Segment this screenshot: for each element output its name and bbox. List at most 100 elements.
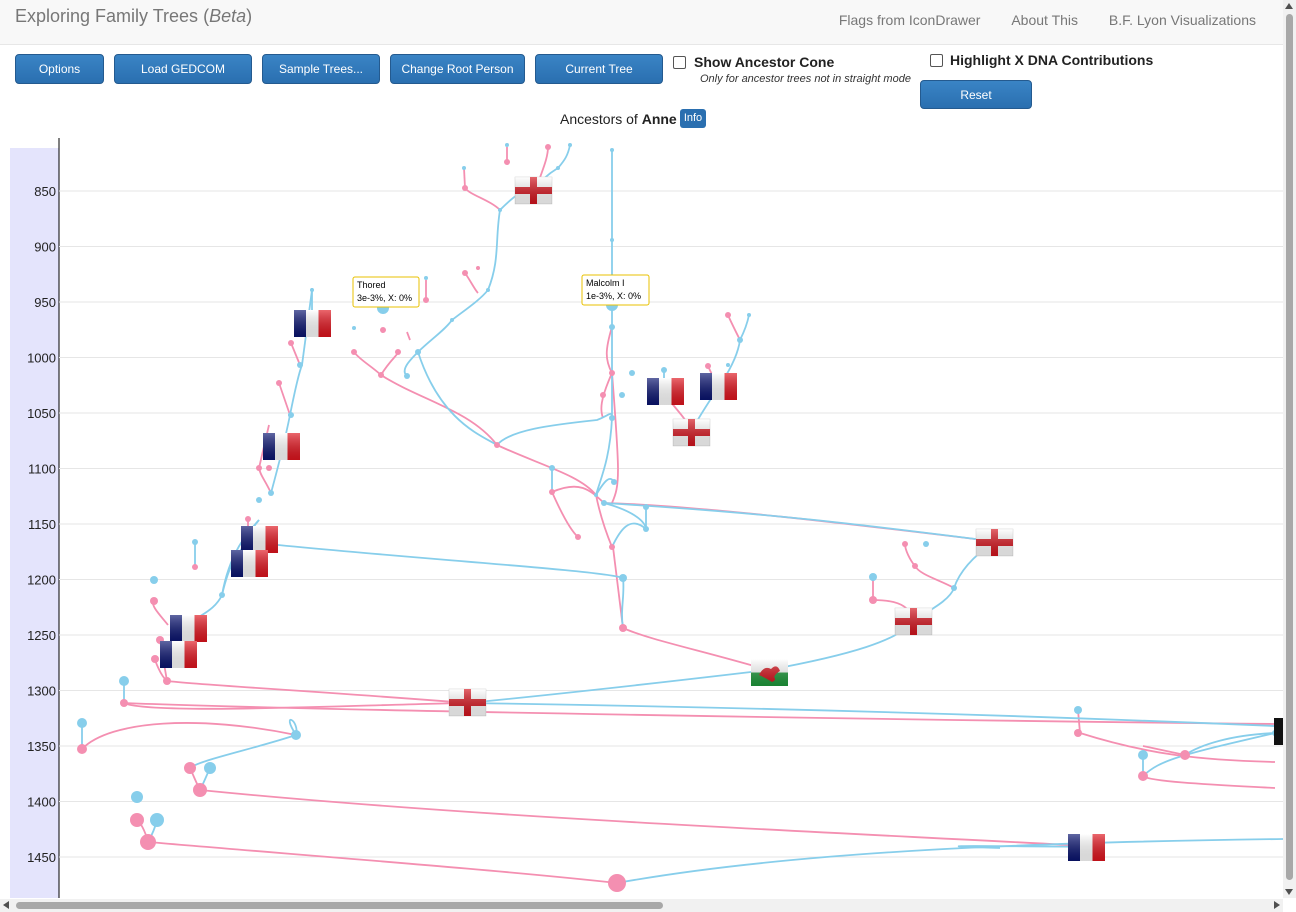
female-person-node[interactable] — [378, 372, 384, 378]
female-person-node[interactable] — [504, 159, 510, 165]
female-person-node[interactable] — [193, 783, 207, 797]
brand-title[interactable]: Exploring Family Trees (Beta) — [15, 6, 253, 26]
male-person-node[interactable] — [869, 573, 877, 581]
male-person-node[interactable] — [610, 148, 614, 152]
male-person-node[interactable] — [297, 362, 303, 368]
male-person-node[interactable] — [498, 208, 502, 212]
female-person-node[interactable] — [705, 363, 711, 369]
female-person-node[interactable] — [600, 392, 606, 398]
male-person-node[interactable] — [568, 143, 572, 147]
male-person-node[interactable] — [352, 326, 356, 330]
female-person-node[interactable] — [77, 744, 87, 754]
female-person-node[interactable] — [494, 442, 500, 448]
female-person-node[interactable] — [609, 370, 615, 376]
reset-pan-zoom-button[interactable]: Reset Pan/Zoom — [920, 80, 1032, 130]
male-person-node[interactable] — [288, 413, 292, 417]
female-person-node[interactable] — [1138, 771, 1148, 781]
female-person-node[interactable] — [288, 340, 294, 346]
male-person-node[interactable] — [77, 718, 87, 728]
female-person-node[interactable] — [545, 144, 551, 150]
female-person-node[interactable] — [163, 677, 171, 685]
female-person-node[interactable] — [120, 699, 128, 707]
male-person-node[interactable] — [310, 288, 314, 292]
female-person-node[interactable] — [1074, 729, 1082, 737]
male-person-node[interactable] — [556, 166, 560, 170]
male-person-node[interactable] — [204, 762, 216, 774]
male-person-node[interactable] — [505, 143, 509, 147]
male-person-node[interactable] — [268, 490, 274, 496]
male-person-node[interactable] — [1138, 750, 1148, 760]
horizontal-scrollbar[interactable] — [0, 899, 1283, 912]
male-person-node[interactable] — [594, 493, 598, 497]
options-button[interactable]: Options — [15, 54, 104, 104]
female-person-node[interactable] — [130, 813, 144, 827]
info-button[interactable]: Info — [680, 109, 706, 128]
female-person-node[interactable] — [462, 185, 468, 191]
horizontal-scroll-thumb[interactable] — [16, 902, 663, 909]
male-person-node[interactable] — [747, 313, 751, 317]
male-person-node[interactable] — [951, 585, 957, 591]
male-person-node[interactable] — [737, 337, 743, 343]
nav-link-about[interactable]: About This — [1011, 12, 1079, 28]
male-person-node[interactable] — [424, 276, 428, 280]
tree-details-button[interactable]: Current Tree Details — [535, 54, 663, 104]
female-person-node[interactable] — [184, 762, 196, 774]
male-person-node[interactable] — [219, 592, 225, 598]
male-person-node[interactable] — [619, 392, 625, 398]
male-person-node[interactable] — [609, 324, 615, 330]
female-person-node[interactable] — [276, 380, 282, 386]
nav-link-flags[interactable]: Flags from IconDrawer — [838, 12, 981, 28]
female-person-node[interactable] — [192, 564, 198, 570]
ancestor-tree-chart[interactable]: 850 900 950 1000 1050 1100 1150 1200 1250 1300 135… — [0, 130, 1283, 898]
male-person-node[interactable] — [619, 574, 627, 582]
male-person-node[interactable] — [643, 504, 649, 510]
person-nodes[interactable] — [77, 143, 1278, 892]
female-person-node[interactable] — [912, 563, 918, 569]
male-person-node[interactable] — [643, 526, 649, 532]
female-person-node[interactable] — [245, 516, 251, 522]
female-person-node[interactable] — [575, 534, 581, 540]
load-gedcom-button[interactable]: Load GEDCOM File... — [114, 54, 252, 104]
male-person-node[interactable] — [150, 813, 164, 827]
male-person-node[interactable] — [726, 363, 730, 367]
female-person-node[interactable] — [608, 874, 626, 892]
male-person-node[interactable] — [609, 415, 615, 421]
male-person-node[interactable] — [462, 166, 466, 170]
female-person-node[interactable] — [395, 349, 401, 355]
male-person-node[interactable] — [150, 576, 158, 584]
vertical-scroll-thumb[interactable] — [1286, 14, 1293, 880]
male-person-node[interactable] — [923, 541, 929, 547]
female-person-node[interactable] — [1180, 750, 1190, 760]
male-person-node[interactable] — [404, 373, 410, 379]
female-person-node[interactable] — [380, 327, 386, 333]
female-person-node[interactable] — [549, 489, 555, 495]
male-person-node[interactable] — [549, 465, 555, 471]
female-person-node[interactable] — [869, 596, 877, 604]
male-person-node[interactable] — [291, 730, 301, 740]
vertical-scrollbar[interactable] — [1283, 0, 1296, 898]
male-person-node[interactable] — [450, 318, 454, 322]
scroll-down-icon[interactable] — [1285, 889, 1293, 895]
male-person-node[interactable] — [661, 367, 667, 373]
female-person-node[interactable] — [902, 541, 908, 547]
ancestor-cone-checkbox[interactable] — [673, 56, 686, 69]
male-person-node[interactable] — [131, 791, 143, 803]
male-person-node[interactable] — [256, 497, 262, 503]
female-person-node[interactable] — [619, 624, 627, 632]
female-person-node[interactable] — [140, 834, 156, 850]
male-person-node[interactable] — [486, 288, 490, 292]
male-person-node[interactable] — [601, 500, 607, 506]
female-person-node[interactable] — [266, 465, 272, 471]
female-person-node[interactable] — [351, 349, 357, 355]
male-person-node[interactable] — [415, 349, 421, 355]
xdna-checkbox[interactable] — [930, 54, 943, 67]
female-person-node[interactable] — [476, 266, 480, 270]
female-person-node[interactable] — [150, 597, 158, 605]
female-person-node[interactable] — [462, 270, 468, 276]
male-person-node[interactable] — [192, 539, 198, 545]
change-root-button[interactable]: Change Root Person — [390, 54, 525, 84]
male-person-node[interactable] — [1074, 706, 1082, 714]
male-person-node[interactable] — [629, 370, 635, 376]
scroll-left-icon[interactable] — [3, 901, 9, 909]
male-person-node[interactable] — [119, 676, 129, 686]
